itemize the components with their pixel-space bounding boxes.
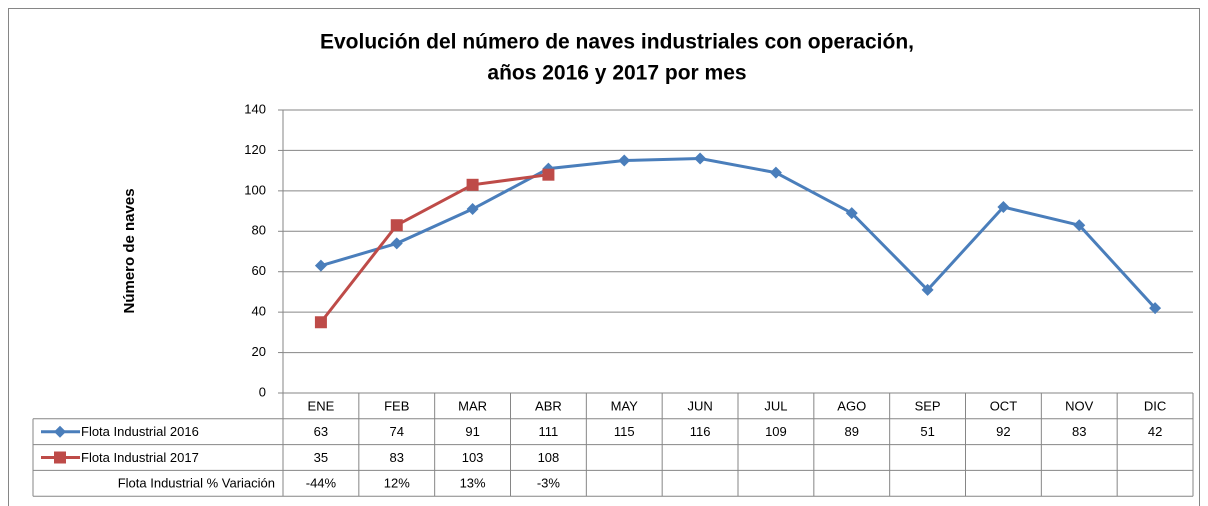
table-value: 115 [614, 424, 635, 439]
x-tick-label: NOV [1065, 398, 1094, 413]
table-value: 103 [462, 450, 484, 465]
chart-title: años 2016 y 2017 por mes [487, 62, 746, 85]
chart-border [8, 8, 1200, 506]
marker [390, 237, 403, 250]
series-line [319, 173, 549, 324]
y-tick-label: 80 [252, 223, 266, 238]
marker [845, 207, 858, 220]
x-tick-label: ENE [308, 398, 335, 413]
table-value: 12% [384, 476, 410, 491]
marker [314, 259, 327, 272]
marker [997, 201, 1010, 214]
x-tick-label: MAR [458, 398, 487, 413]
marker [1073, 219, 1086, 232]
y-tick-label: 60 [252, 263, 266, 278]
legend-marker [54, 451, 66, 464]
legend-marker [54, 425, 66, 438]
y-tick-label: 120 [244, 142, 266, 157]
table-value: 111 [539, 424, 559, 439]
table-row-label: Flota Industrial % Variación [118, 476, 275, 491]
table-value: 35 [314, 450, 328, 465]
table-value: 91 [465, 424, 479, 439]
marker [1149, 302, 1162, 315]
x-tick-label: OCT [990, 398, 1018, 413]
table-value: 74 [390, 424, 404, 439]
marker [542, 168, 555, 181]
x-tick-label: MAY [611, 398, 639, 413]
marker [618, 154, 631, 167]
chart-title: Evolución del número de naves industrial… [320, 31, 914, 54]
table-value: 63 [314, 424, 328, 439]
table-value: 51 [920, 424, 934, 439]
table-value: 42 [1148, 424, 1162, 439]
marker [314, 316, 327, 329]
table-value: 109 [765, 424, 787, 439]
x-tick-label: AGO [837, 398, 866, 413]
marker [769, 166, 782, 179]
x-tick-label: DIC [1144, 398, 1166, 413]
table-value: 89 [845, 424, 859, 439]
y-tick-label: 20 [252, 344, 266, 359]
x-tick-label: SEP [915, 398, 941, 413]
marker [390, 219, 403, 232]
x-tick-label: ABR [535, 398, 562, 413]
table-value: 108 [538, 450, 560, 465]
marker [694, 152, 707, 165]
marker [466, 178, 479, 191]
table-value: 83 [1072, 424, 1086, 439]
y-axis-title: Número de naves [121, 188, 138, 313]
y-tick-label: 0 [259, 384, 266, 399]
table-value: 13% [460, 476, 486, 491]
table-value: -3% [537, 476, 561, 491]
marker [921, 283, 934, 296]
y-tick-label: 40 [252, 304, 266, 319]
y-tick-label: 100 [244, 182, 266, 197]
series-line [320, 157, 1157, 310]
x-tick-label: JUN [687, 398, 712, 413]
table-value: -44% [306, 476, 337, 491]
table-value: 116 [690, 424, 711, 439]
legend-label: Flota Industrial 2017 [81, 450, 199, 465]
table-value: 92 [996, 424, 1010, 439]
x-tick-label: JUL [764, 398, 787, 413]
y-tick-label: 140 [244, 101, 266, 116]
legend-label: Flota Industrial 2016 [81, 424, 199, 439]
x-tick-label: FEB [384, 398, 409, 413]
table-value: 83 [390, 450, 404, 465]
marker [466, 203, 479, 216]
